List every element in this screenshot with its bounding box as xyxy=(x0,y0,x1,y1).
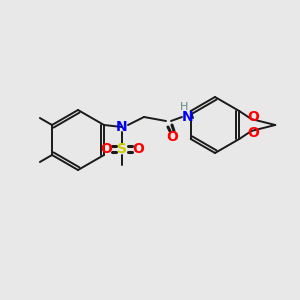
Text: H: H xyxy=(180,102,188,112)
Text: O: O xyxy=(132,142,144,156)
Text: S: S xyxy=(117,142,127,156)
Text: N: N xyxy=(116,120,128,134)
Text: N: N xyxy=(182,110,194,124)
Text: O: O xyxy=(100,142,112,156)
Text: O: O xyxy=(247,110,259,124)
Text: O: O xyxy=(166,130,178,144)
Text: O: O xyxy=(247,126,259,140)
